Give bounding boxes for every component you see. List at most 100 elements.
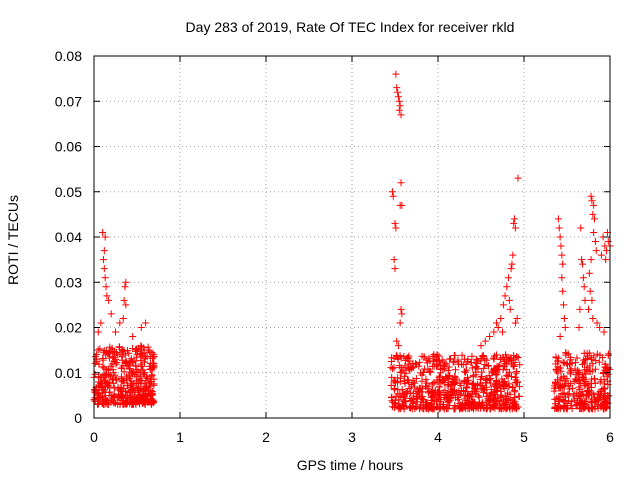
data-point <box>422 382 430 390</box>
data-point <box>560 405 568 413</box>
data-point <box>458 351 466 359</box>
data-point <box>95 400 103 408</box>
data-point <box>127 355 135 363</box>
data-point <box>591 238 599 246</box>
data-point <box>506 390 514 398</box>
data-point <box>112 328 119 336</box>
data-point <box>99 363 107 371</box>
data-point <box>576 305 584 313</box>
data-point <box>137 379 145 387</box>
data-point <box>102 283 110 291</box>
data-point <box>589 210 597 218</box>
data-point <box>462 388 470 396</box>
data-point <box>398 368 406 376</box>
data-point <box>416 358 424 366</box>
data-point <box>113 393 121 401</box>
data-point <box>396 403 404 411</box>
data-point <box>392 392 400 400</box>
data-point <box>468 387 476 395</box>
data-point <box>429 403 437 411</box>
data-point <box>405 365 413 373</box>
data-point <box>493 384 501 392</box>
data-point <box>585 349 593 357</box>
data-point <box>451 366 459 374</box>
data-point <box>91 359 99 367</box>
data-point <box>599 369 607 377</box>
data-point <box>397 364 405 372</box>
data-point <box>515 392 523 400</box>
data-point <box>393 84 401 92</box>
y-tick-label: 0.08 <box>55 48 82 64</box>
data-point <box>127 393 135 401</box>
data-point <box>148 387 156 395</box>
data-point <box>603 247 611 255</box>
data-point <box>140 371 148 379</box>
data-point <box>404 354 412 362</box>
data-point <box>577 400 585 408</box>
data-point <box>448 378 456 386</box>
y-tick-label: 0.04 <box>55 229 82 245</box>
data-point <box>490 364 498 372</box>
data-point <box>137 342 145 350</box>
data-point <box>501 292 509 300</box>
data-point <box>579 274 587 282</box>
data-point <box>100 364 108 372</box>
data-point <box>560 301 568 309</box>
data-point <box>552 384 560 392</box>
data-point <box>567 402 575 410</box>
data-point <box>392 224 400 232</box>
y-tick-label: 0.01 <box>55 365 82 381</box>
data-point <box>588 399 596 407</box>
data-point <box>99 386 107 394</box>
data-point <box>601 384 609 392</box>
data-point <box>110 384 118 392</box>
data-point <box>590 391 598 399</box>
data-point <box>141 358 149 366</box>
data-point <box>143 374 151 382</box>
data-point <box>460 377 468 385</box>
data-point <box>599 385 607 393</box>
data-point <box>578 388 586 396</box>
data-point <box>388 188 396 196</box>
data-point <box>446 371 454 379</box>
data-point <box>137 395 145 403</box>
data-point <box>510 393 518 401</box>
data-point <box>513 368 521 376</box>
data-point <box>102 399 110 407</box>
data-point <box>557 374 565 382</box>
data-point <box>110 399 118 407</box>
data-point <box>146 359 154 367</box>
data-point <box>594 401 602 409</box>
data-point <box>444 367 452 375</box>
data-point <box>473 403 481 411</box>
data-point <box>514 354 522 362</box>
data-point <box>508 260 516 268</box>
data-point <box>486 333 494 341</box>
data-point <box>510 403 518 411</box>
data-point <box>114 383 122 391</box>
data-point <box>396 102 404 110</box>
data-point <box>563 400 571 408</box>
data-point <box>585 269 593 277</box>
data-point <box>559 260 567 268</box>
data-point <box>415 362 423 370</box>
data-point <box>443 394 451 402</box>
data-point <box>585 305 592 313</box>
y-tick-label: 0.07 <box>55 93 82 109</box>
data-point <box>490 328 498 336</box>
data-point <box>398 310 406 318</box>
data-point <box>575 383 583 391</box>
y-tick-label: 0 <box>74 410 82 426</box>
data-point <box>584 404 592 412</box>
data-point <box>433 351 441 359</box>
data-point <box>585 389 593 397</box>
data-point <box>477 401 485 409</box>
data-point <box>505 296 513 304</box>
data-point <box>400 377 408 385</box>
data-point <box>586 362 594 370</box>
data-point <box>464 401 472 409</box>
data-point <box>472 404 480 412</box>
data-point <box>509 251 517 259</box>
data-point <box>559 383 567 391</box>
data-point <box>597 392 605 400</box>
